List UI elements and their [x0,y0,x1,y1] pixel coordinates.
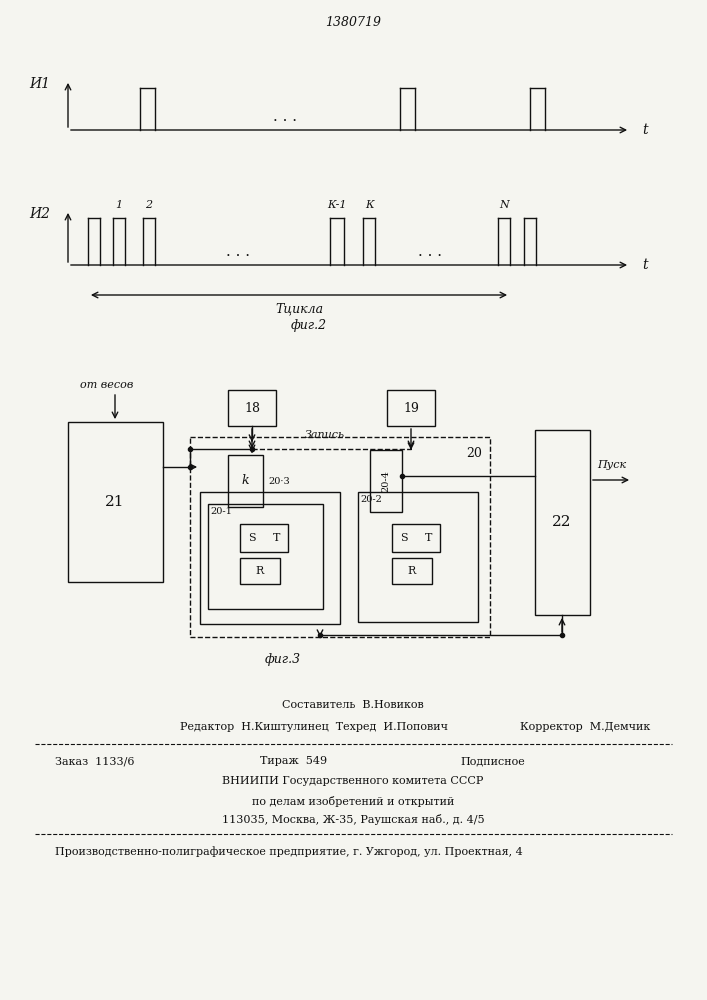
Bar [228,390,276,426]
Text: 2: 2 [146,200,153,210]
Text: К-1: К-1 [327,200,346,210]
Text: 20·3: 20·3 [268,477,290,486]
Bar [190,437,490,637]
Text: Тираж  549: Тираж 549 [260,756,327,766]
Text: Тцикла: Тцикла [275,302,323,316]
Bar [535,430,590,615]
Bar [200,492,340,624]
Text: Пуск: Пуск [597,460,626,470]
Text: Производственно-полиграфическое предприятие, г. Ужгород, ул. Проектная, 4: Производственно-полиграфическое предприя… [55,846,522,857]
Text: S: S [248,533,256,543]
Text: Заказ  1133/6: Заказ 1133/6 [55,756,134,766]
Text: И2: И2 [29,207,50,221]
Text: t: t [642,123,648,137]
Text: k: k [241,475,249,488]
Text: ВНИИПИ Государственного комитета СССР: ВНИИПИ Государственного комитета СССР [222,776,484,786]
Text: 18: 18 [244,401,260,414]
Text: . . .: . . . [273,110,297,124]
Bar [392,558,432,584]
Bar [228,455,263,507]
Text: от весов: от весов [81,380,134,390]
Text: R: R [256,566,264,576]
Text: 20-2: 20-2 [360,495,382,504]
Text: 19: 19 [403,401,419,414]
Text: по делам изобретений и открытий: по делам изобретений и открытий [252,796,454,807]
Text: И1: И1 [29,77,50,91]
Bar [68,422,163,582]
Text: 1380719: 1380719 [325,15,381,28]
Text: Составитель  В.Новиков: Составитель В.Новиков [282,700,424,710]
Bar [358,492,478,622]
Text: 20: 20 [466,447,482,460]
Bar [240,524,288,552]
Text: S: S [400,533,408,543]
Text: фиг.2: фиг.2 [291,318,327,332]
Text: . . .: . . . [418,245,442,259]
Text: 20-4: 20-4 [382,470,390,492]
Bar [240,558,280,584]
Text: N: N [499,200,509,210]
Text: Редактор  Н.Киштулинец  Техред  И.Попович: Редактор Н.Киштулинец Техред И.Попович [180,722,448,732]
Bar [370,450,402,512]
Text: Корректор  М.Демчик: Корректор М.Демчик [520,722,650,732]
Text: 20-1: 20-1 [210,507,232,516]
Text: Запись: Запись [305,430,345,440]
Text: 113035, Москва, Ж-35, Раушская наб., д. 4/5: 113035, Москва, Ж-35, Раушская наб., д. … [222,814,484,825]
Bar [387,390,435,426]
Text: фиг.3: фиг.3 [265,652,301,666]
Bar [392,524,440,552]
Bar [208,504,323,609]
Text: 22: 22 [552,515,572,529]
Text: К: К [365,200,373,210]
Text: 21: 21 [105,495,124,509]
Text: Подписное: Подписное [460,756,525,766]
Text: T: T [273,533,280,543]
Text: t: t [642,258,648,272]
Text: . . .: . . . [226,245,250,259]
Text: T: T [425,533,432,543]
Text: 1: 1 [115,200,122,210]
Text: R: R [408,566,416,576]
